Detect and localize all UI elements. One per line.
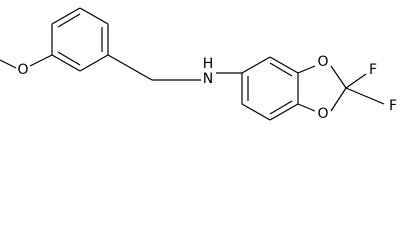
bond — [330, 65, 347, 89]
atom-label: O — [317, 106, 328, 122]
bond — [79, 54, 109, 72]
bond — [0, 59, 17, 69]
bond — [51, 7, 81, 25]
bond — [57, 51, 81, 66]
bond — [269, 100, 293, 115]
bond — [297, 103, 316, 112]
atom-label: F — [369, 62, 377, 78]
bond — [297, 65, 316, 74]
bond — [241, 56, 271, 74]
bond — [330, 87, 347, 112]
bond — [269, 56, 299, 74]
atom-label: H — [203, 56, 214, 72]
bond — [269, 62, 293, 77]
bond — [107, 54, 153, 81]
bond — [29, 54, 53, 67]
atom-label: O — [317, 54, 328, 70]
bond — [57, 13, 81, 28]
atom-label: N — [203, 71, 213, 87]
bond — [345, 73, 367, 89]
bond — [269, 103, 299, 121]
bond — [345, 87, 385, 105]
atom-label: F — [389, 98, 397, 114]
atom-label: O — [17, 62, 28, 78]
bond — [79, 7, 109, 25]
molecule-diagram: O H N O O F F — [0, 7, 397, 122]
bonds — [0, 7, 385, 121]
bond — [241, 103, 271, 121]
bond — [51, 54, 81, 72]
